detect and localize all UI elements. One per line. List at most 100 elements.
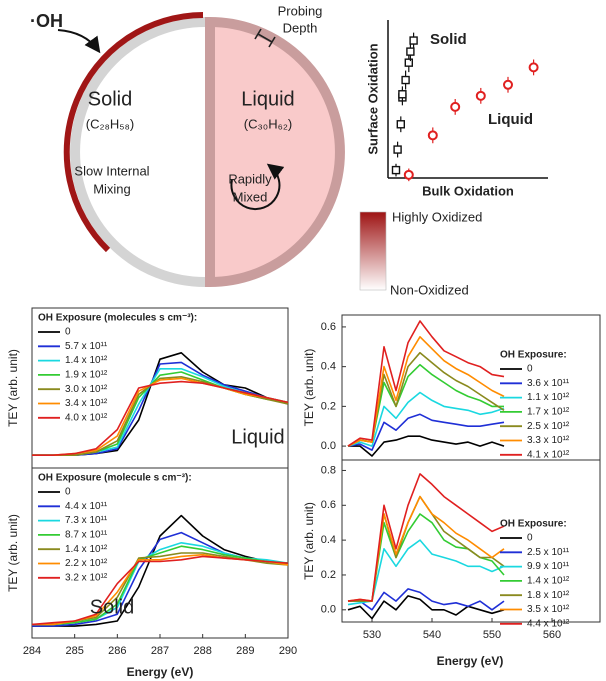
legend-label: 4.4 x 10¹¹ — [65, 501, 108, 512]
point — [409, 36, 418, 45]
liquid-formula: (C₃₀H₆₂) — [244, 116, 292, 131]
spectrum-line — [32, 542, 289, 626]
liquid-title: Liquid — [241, 88, 294, 110]
legend-label: 5.7 x 10¹¹ — [65, 341, 108, 352]
legend-label: 2.2 x 10¹² — [65, 558, 108, 569]
x-tick-label: 284 — [23, 645, 41, 657]
liquid-half — [205, 16, 345, 288]
y-axis-label: TEY (arb. unit) — [6, 514, 20, 592]
legend-label: 7.3 x 10¹¹ — [65, 515, 108, 526]
colorbar-low: Non-Oxidized — [390, 282, 469, 297]
y-tick-label: 0.2 — [321, 400, 336, 412]
point — [393, 145, 402, 154]
y-axis-label: TEY (arb. unit) — [6, 349, 20, 427]
legend-label: 1.8 x 10¹² — [527, 590, 570, 601]
legend-label: 0 — [527, 364, 533, 375]
legend-label: 2.5 x 10¹² — [527, 421, 570, 432]
x-tick-label: 560 — [543, 629, 561, 641]
spectrum-line — [347, 595, 505, 620]
legend-label: 3.4 x 10¹² — [65, 398, 108, 409]
spectrum-line — [32, 545, 289, 626]
spectrum-line — [347, 336, 505, 447]
y-axis-label: Surface Oxidation — [365, 43, 380, 154]
solid-half — [70, 17, 206, 287]
solid-note: Slow Internal — [74, 163, 149, 178]
oh-arrow — [57, 29, 101, 54]
spectrum-line — [347, 320, 505, 447]
point — [404, 58, 413, 67]
x-tick-label: 530 — [363, 629, 381, 641]
x-tick-label: 287 — [151, 645, 169, 657]
point — [398, 90, 407, 99]
point — [401, 75, 410, 85]
legend-label: 8.7 x 10¹¹ — [65, 530, 108, 541]
point — [391, 165, 401, 175]
legend-title: OH Exposure (molecules s cm⁻³): — [38, 313, 197, 324]
legend-label: 3.3 x 10¹² — [527, 435, 570, 446]
legend-title: OH Exposure (molecule s cm⁻³): — [38, 473, 192, 484]
y-tick-label: 0.6 — [321, 321, 336, 333]
particle-diagram: ·OH Solid (C₂₈H₅₈) Slow Internal Mixing … — [30, 3, 482, 297]
legend-label: 3.2 x 10¹² — [65, 572, 108, 583]
point — [403, 169, 414, 180]
y-tick-label: 0.2 — [321, 569, 336, 581]
probing-label: Depth — [283, 20, 318, 35]
colorbar — [359, 211, 387, 291]
legend-label: 9.9 x 10¹¹ — [527, 561, 570, 572]
legend-label: 1.4 x 10¹² — [527, 576, 570, 587]
y-tick-label: 0.8 — [321, 464, 336, 476]
series-label: Solid — [430, 31, 467, 48]
legend-title: OH Exposure: — [500, 519, 567, 530]
x-tick-label: 540 — [423, 629, 441, 641]
point — [427, 130, 438, 141]
probing-marker — [254, 28, 276, 48]
colorbar-high: Highly Oxidized — [392, 209, 482, 224]
spectrum-line — [32, 380, 289, 456]
legend-label: 0 — [527, 533, 533, 544]
solid-note: Mixing — [93, 181, 131, 196]
point — [450, 101, 461, 112]
legend-label: 0 — [65, 487, 71, 498]
point — [396, 120, 405, 129]
panel-label: Solid — [90, 596, 134, 618]
legend-label: 1.1 x 10¹² — [527, 392, 570, 403]
x-tick-label: 289 — [236, 645, 254, 657]
y-tick-label: 0.4 — [321, 361, 336, 373]
legend-label: 1.4 x 10¹² — [65, 544, 108, 555]
y-tick-label: 0.0 — [321, 440, 336, 452]
x-tick-label: 290 — [279, 645, 297, 657]
point — [528, 62, 539, 73]
legend-label: 1.9 x 10¹² — [65, 370, 108, 381]
spectrum-line — [347, 363, 504, 447]
liquid-note: Rapidly — [228, 171, 272, 186]
y-axis-label: TEY (arb. unit) — [302, 349, 316, 427]
legend-label: 3.6 x 10¹¹ — [527, 378, 570, 389]
legend-label: 3.5 x 10¹² — [527, 604, 570, 615]
y-tick-label: 0.0 — [321, 604, 336, 616]
spectrum-line — [347, 391, 505, 447]
radical-label: ·OH — [30, 11, 63, 31]
solid-title: Solid — [88, 88, 132, 110]
x-tick-label: 285 — [65, 645, 83, 657]
x-tick-label: 286 — [108, 645, 126, 657]
y-axis-label: TEY (arb. unit) — [302, 502, 316, 580]
solid-formula: (C₂₈H₅₈) — [86, 116, 135, 131]
spectrum-line — [347, 495, 505, 602]
spectrum-line — [31, 555, 289, 626]
spectrum-line — [348, 588, 505, 611]
point — [406, 47, 415, 56]
x-tick-label: 550 — [483, 629, 501, 641]
x-axis-label: Energy (eV) — [437, 654, 504, 668]
spectrum-line — [32, 514, 289, 627]
liquid-note: Mixed — [233, 189, 268, 204]
mixing-arrow — [230, 163, 285, 211]
probing-label: Probing — [278, 3, 323, 18]
legend-label: 4.0 x 10¹² — [65, 412, 108, 423]
spectrum-line — [348, 435, 505, 457]
oxidized-shell — [63, 12, 204, 253]
legend-label: 4.1 x 10¹² — [527, 449, 570, 460]
spectrum-line — [347, 413, 505, 451]
legend-label: 0 — [65, 327, 71, 338]
x-axis-label: Energy (eV) — [127, 665, 194, 679]
